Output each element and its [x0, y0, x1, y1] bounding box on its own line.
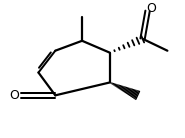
Text: O: O [147, 2, 157, 14]
Text: O: O [10, 89, 20, 102]
